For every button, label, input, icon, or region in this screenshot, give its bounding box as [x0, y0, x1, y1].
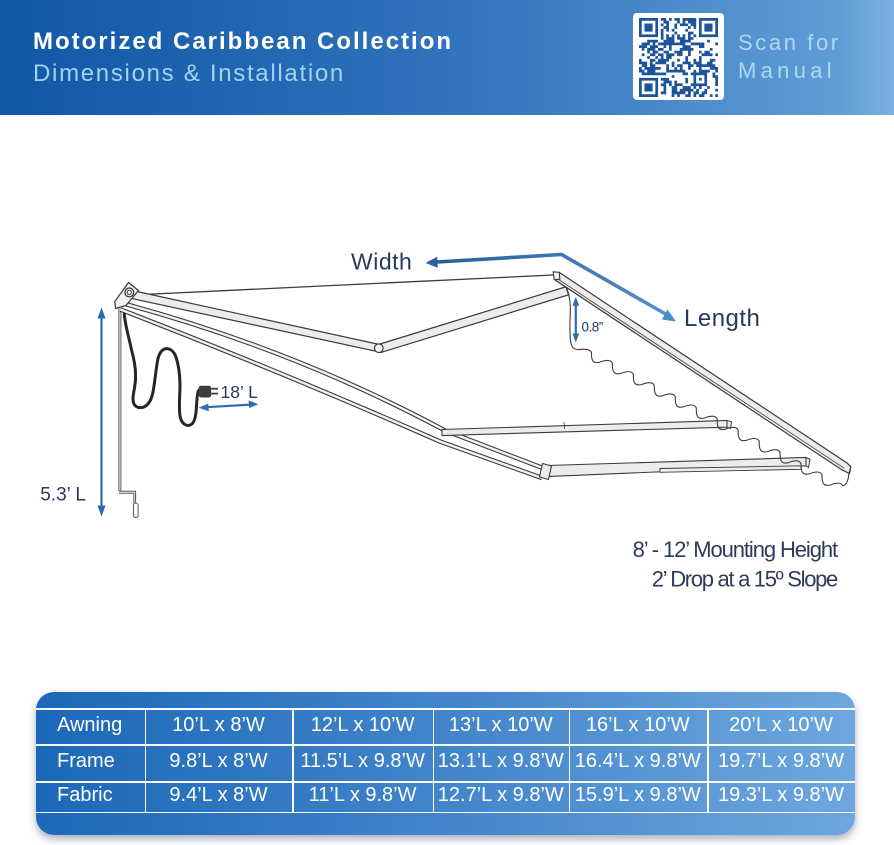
svg-text:5.3’ L: 5.3’ L	[40, 485, 86, 506]
svg-text:Width: Width	[351, 249, 412, 275]
svg-text:0.8”: 0.8”	[582, 320, 603, 335]
svg-text:Length: Length	[684, 305, 760, 332]
svg-text:18’ L: 18’ L	[221, 382, 259, 402]
svg-text:2’ Drop at a 15º Slope: 2’ Drop at a 15º Slope	[652, 567, 838, 592]
svg-text:8’ - 12’ Mounting Height: 8’ - 12’ Mounting Height	[633, 537, 838, 562]
